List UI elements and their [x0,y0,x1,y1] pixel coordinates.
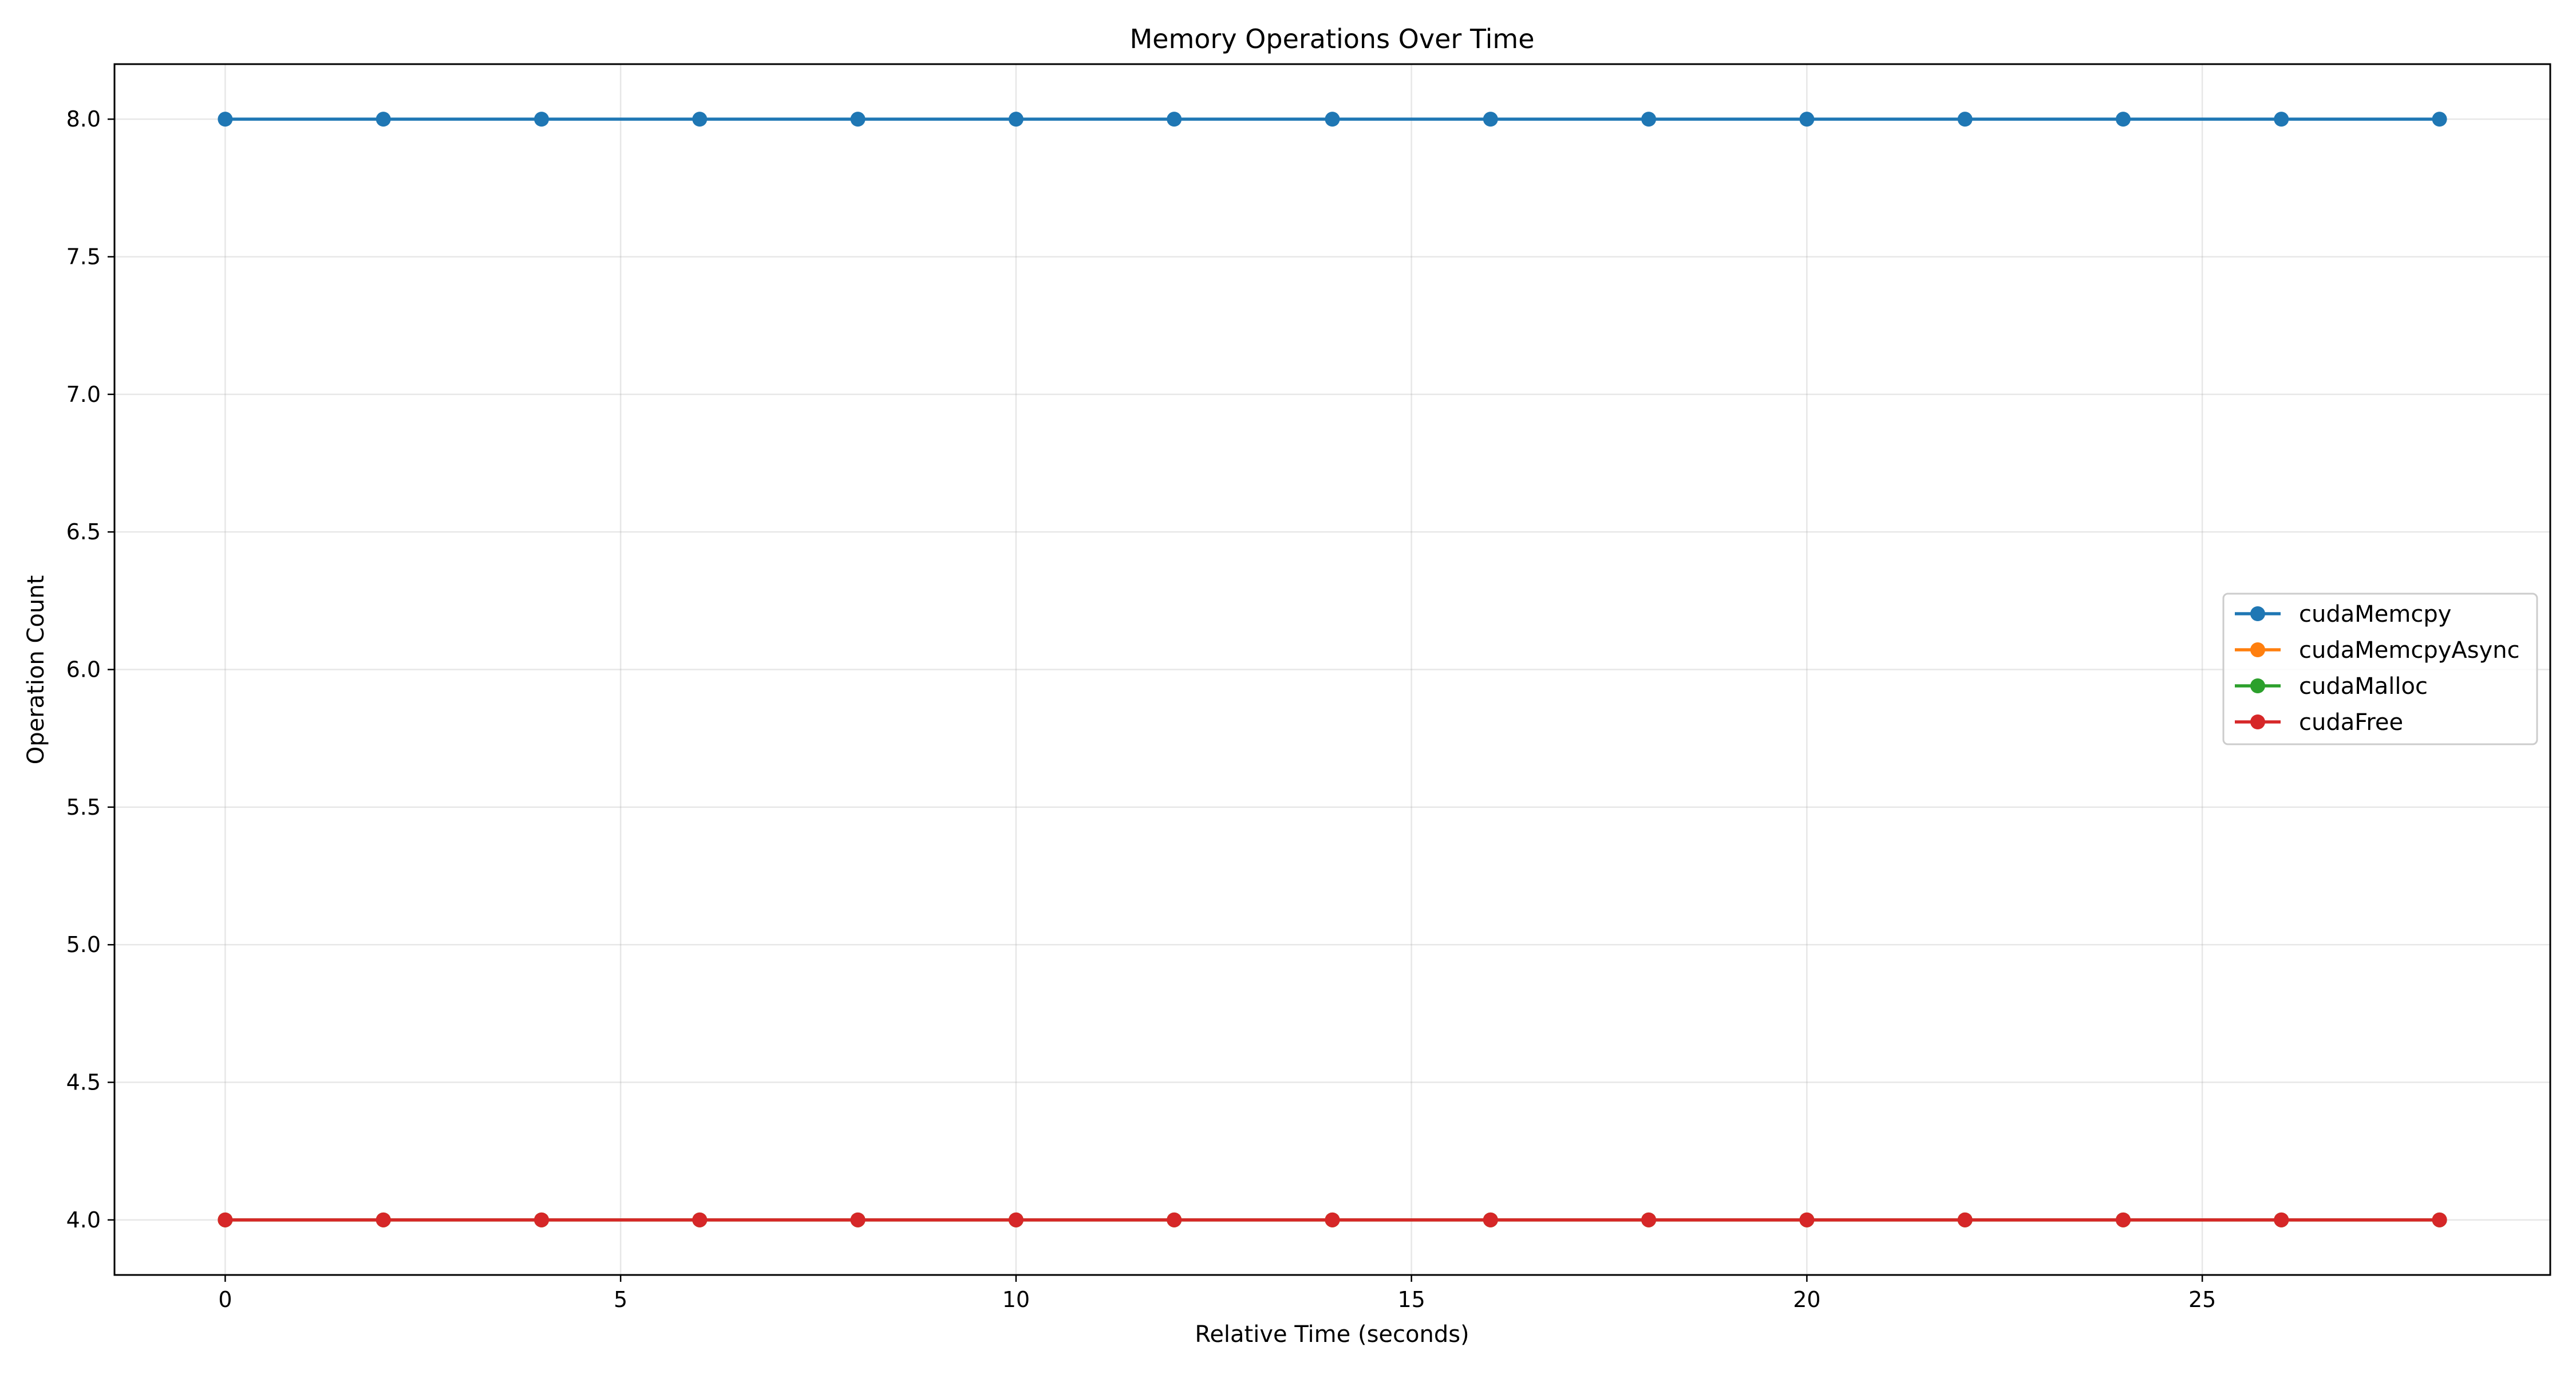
data-point-cuda-memcpy [2274,112,2289,127]
data-point-cuda-free [2274,1212,2289,1227]
legend: cudaMemcpy cudaMemcpyAsync cudaMalloc cudaF… [2222,593,2538,745]
data-point-cuda-free [1799,1212,1815,1227]
data-point-cuda-memcpy [1957,112,1973,127]
legend-label-cuda-free: cudaFree [2299,709,2403,736]
x-tick-label: 15 [1397,1287,1425,1312]
series-cuda-memcpy [218,112,2447,127]
data-point-cuda-free [850,1212,866,1227]
data-point-cuda-free [1641,1212,1657,1227]
y-axis: 4.0 4.5 5.0 5.5 6.0 6.5 7.0 7.5 8.0 [66,106,114,1233]
y-tick-label: 4.5 [66,1070,101,1095]
y-tick-label: 7.5 [66,244,101,269]
legend-label-cuda-memcpy-async: cudaMemcpyAsync [2299,637,2520,664]
x-tick-label: 20 [1793,1287,1820,1312]
data-point-cuda-free [1008,1212,1024,1227]
series-cuda-free [218,1212,2447,1227]
legend-label-cuda-memcpy: cudaMemcpy [2299,601,2451,627]
y-axis-label: Operation Count [23,575,49,765]
data-point-cuda-memcpy [1799,112,1815,127]
x-tick-label: 5 [614,1287,627,1312]
data-point-cuda-free [2432,1212,2447,1227]
data-point-cuda-memcpy [376,112,391,127]
data-point-cuda-free [1325,1212,1340,1227]
data-point-cuda-memcpy [1641,112,1657,127]
x-tick-label: 25 [2188,1287,2216,1312]
grid-lines [114,64,2550,1275]
y-tick-label: 7.0 [66,382,101,407]
data-point-cuda-memcpy [1167,112,1182,127]
legend-items: cudaMemcpy cudaMemcpyAsync cudaMalloc cudaF… [2235,601,2520,736]
x-tick-label: 10 [1002,1287,1030,1312]
x-axis: 0 5 10 15 20 25 [218,1275,2216,1312]
data-point-cuda-free [1167,1212,1182,1227]
y-tick-label: 8.0 [66,106,101,132]
data-point-cuda-memcpy [1325,112,1340,127]
data-point-cuda-free [1483,1212,1498,1227]
y-tick-label: 6.0 [66,657,101,682]
legend-marker-cuda-memcpy-async [2250,642,2265,657]
y-tick-label: 6.5 [66,519,101,544]
data-point-cuda-memcpy [534,112,550,127]
legend-marker-cuda-malloc [2250,678,2265,693]
data-point-cuda-memcpy [218,112,233,127]
legend-frame [2222,593,2538,745]
data-point-cuda-free [1957,1212,1973,1227]
data-point-cuda-memcpy [850,112,866,127]
data-point-cuda-free [534,1212,550,1227]
y-tick-label: 4.0 [66,1207,101,1233]
data-point-cuda-memcpy [2115,112,2131,127]
y-tick-label: 5.5 [66,795,101,820]
legend-marker-cuda-free [2250,714,2265,729]
data-point-cuda-free [2115,1212,2131,1227]
data-point-cuda-memcpy [692,112,708,127]
y-tick-label: 5.0 [66,932,101,957]
data-point-cuda-memcpy [1483,112,1498,127]
legend-label-cuda-malloc: cudaMalloc [2299,673,2428,700]
series-layer [218,112,2447,1227]
x-axis-label: Relative Time (seconds) [1195,1321,1469,1348]
data-point-cuda-memcpy [2432,112,2447,127]
data-point-cuda-free [692,1212,708,1227]
data-point-cuda-free [376,1212,391,1227]
legend-marker-cuda-memcpy [2250,606,2265,621]
data-point-cuda-memcpy [1008,112,1024,127]
data-point-cuda-free [218,1212,233,1227]
chart-title: Memory Operations Over Time [1129,23,1534,54]
x-tick-label: 0 [218,1287,232,1312]
